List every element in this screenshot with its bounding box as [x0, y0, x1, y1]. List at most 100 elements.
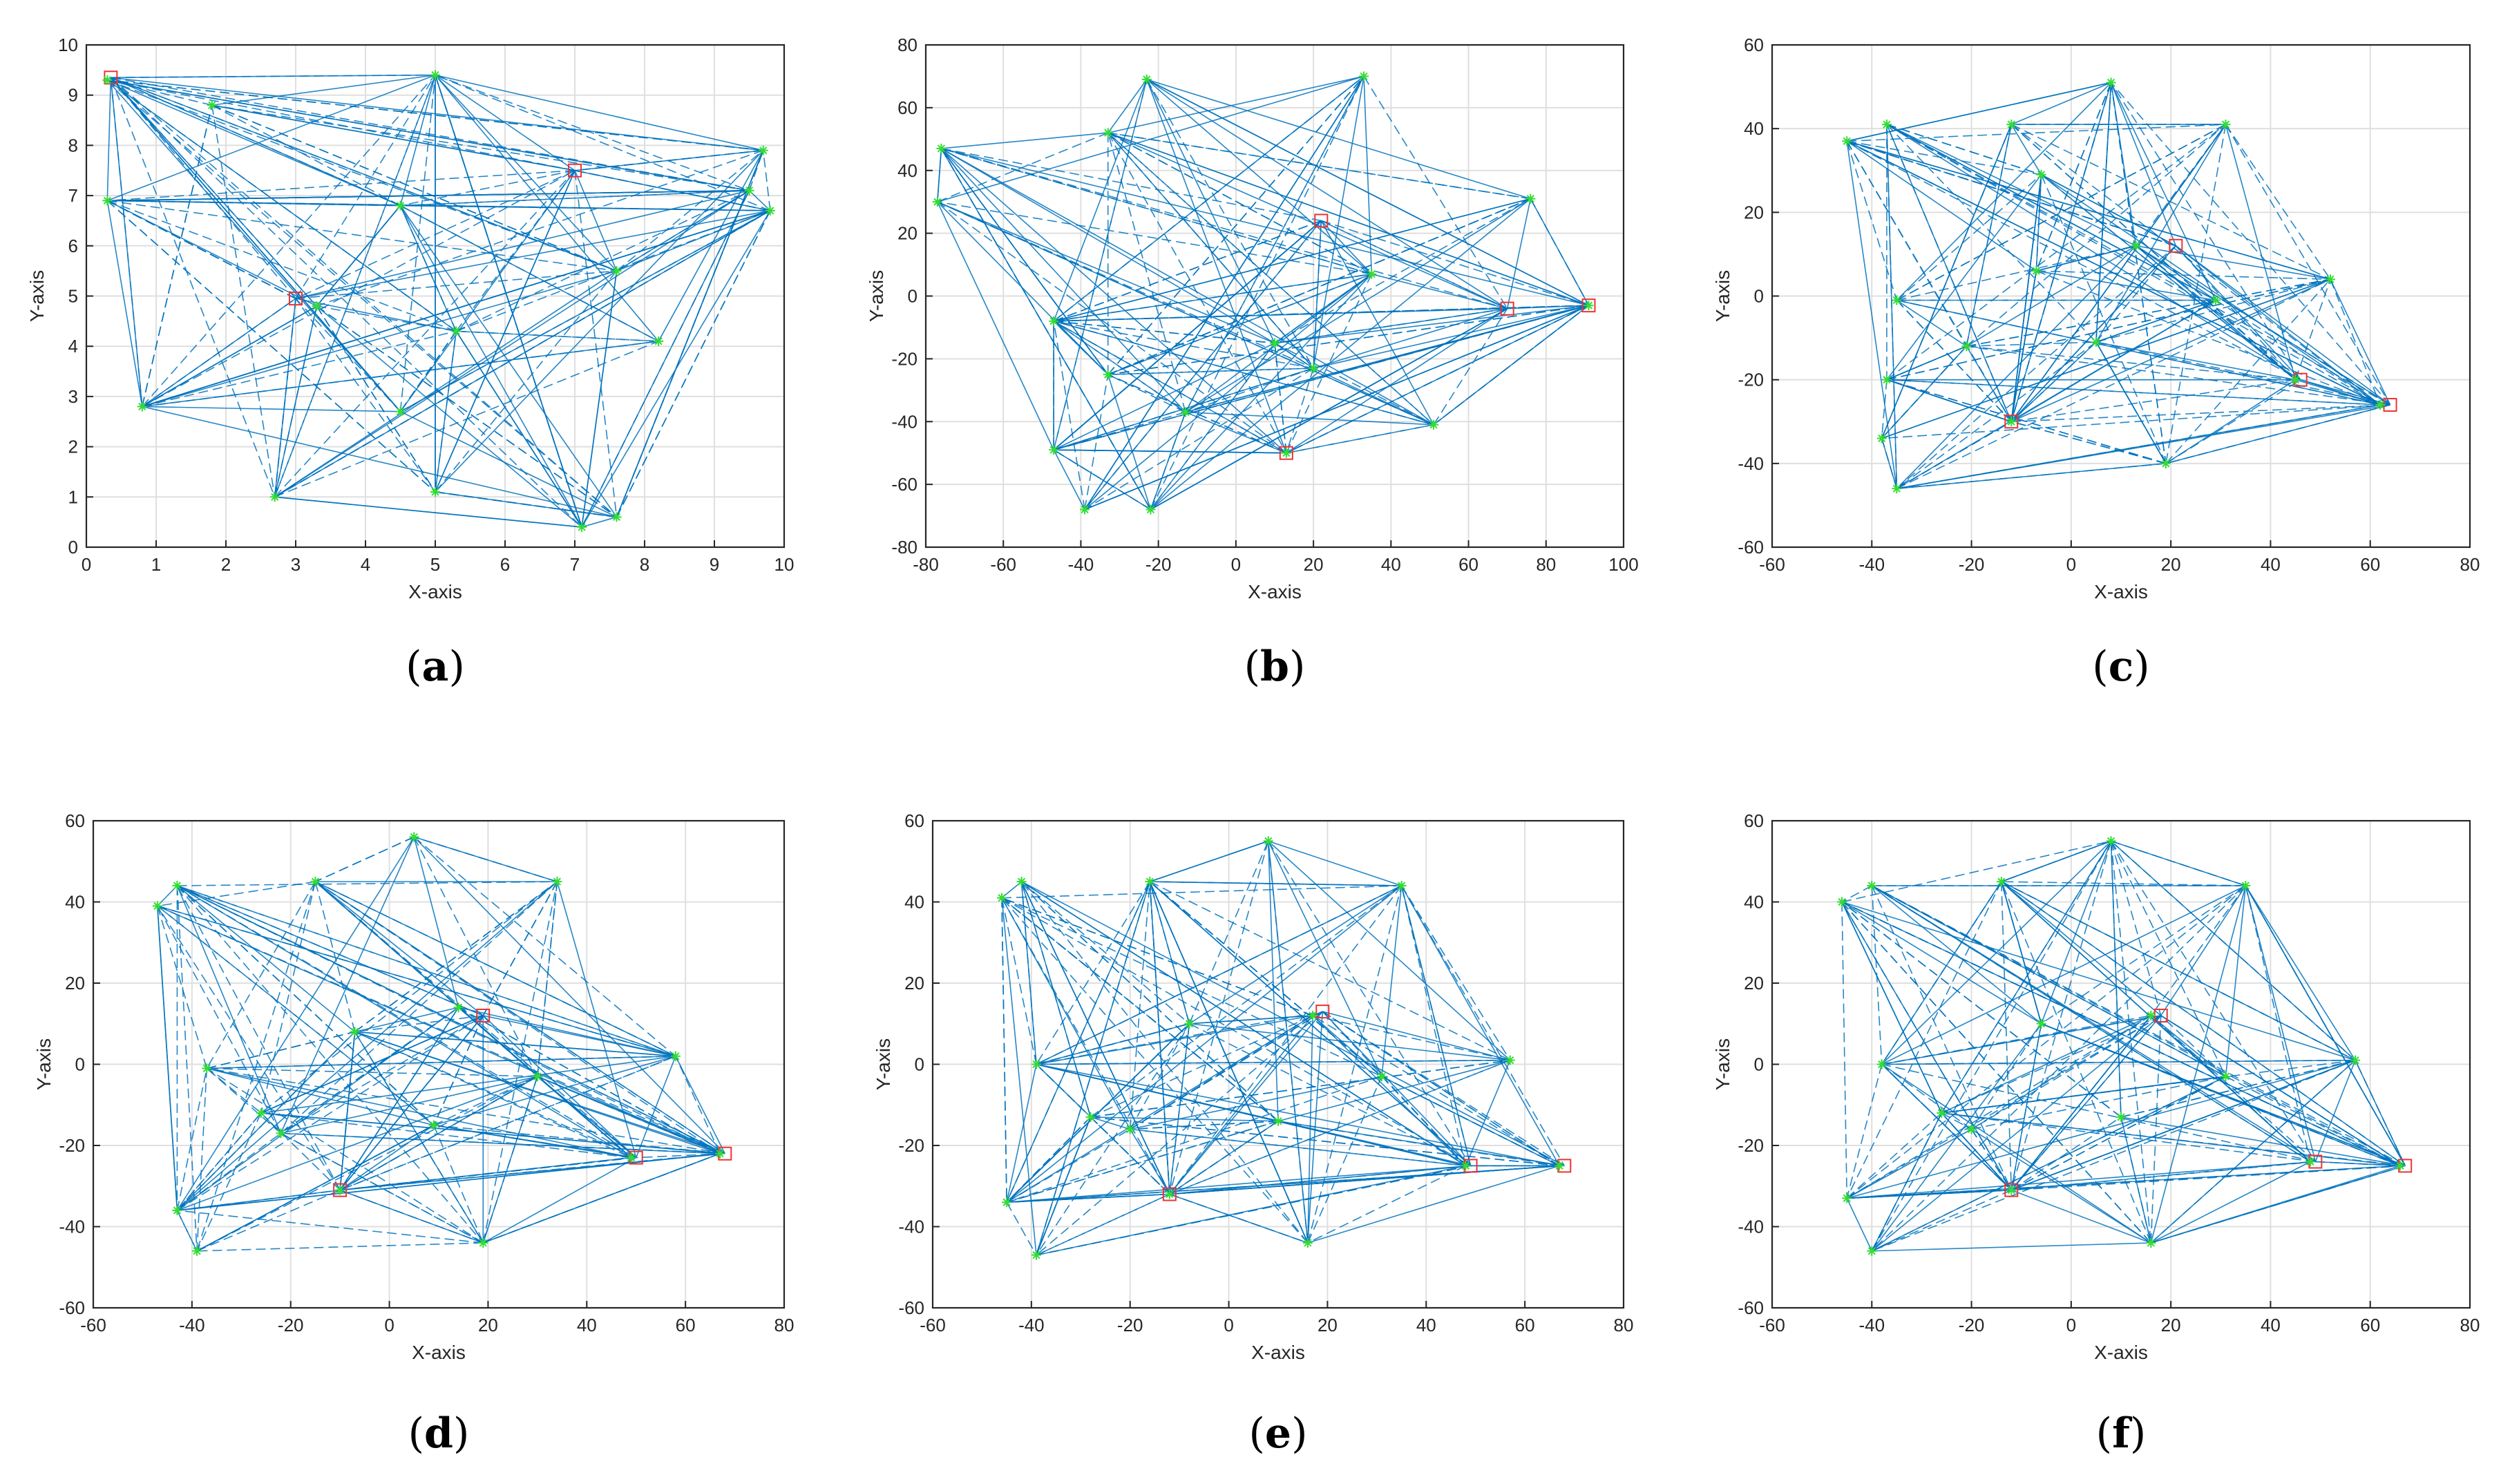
- edge-line: [1841, 840, 2111, 903]
- star-marker: [1842, 136, 1852, 146]
- x-tick-label: 0: [2066, 1315, 2076, 1335]
- edge-line: [1400, 885, 1565, 1166]
- y-axis-label: Y-axis: [33, 1038, 55, 1090]
- edge-line: [1084, 76, 1364, 510]
- edge-line: [196, 1189, 341, 1252]
- star-marker: [932, 197, 942, 207]
- edge-line: [2165, 404, 2390, 464]
- edge-line: [537, 882, 558, 1077]
- edge-line: [177, 1210, 484, 1244]
- x-axis-label: X-axis: [408, 581, 462, 602]
- star-marker: [2375, 400, 2386, 410]
- edge-line: [537, 1076, 721, 1154]
- edge-line: [400, 210, 771, 412]
- edge-line: [2136, 245, 2216, 301]
- edge-line: [260, 881, 316, 1114]
- star-marker: [654, 336, 664, 346]
- edge-line: [1054, 273, 1372, 322]
- edge-line: [1107, 198, 1531, 375]
- edge-line: [196, 1112, 262, 1252]
- edge-line: [400, 204, 659, 342]
- edge-line: [177, 885, 637, 1159]
- edge-line: [196, 1124, 435, 1252]
- star-marker: [1308, 1011, 1318, 1020]
- edge-line: [482, 1076, 538, 1244]
- edge-line: [2010, 124, 2381, 406]
- edge-line: [1381, 885, 1402, 1077]
- edge-line: [433, 1125, 484, 1244]
- y-tick-label: 20: [904, 973, 924, 993]
- edge-line: [207, 1031, 355, 1069]
- edge-line: [1150, 412, 1186, 510]
- edge-line: [1053, 220, 1322, 450]
- star-marker: [102, 75, 113, 85]
- edge-line: [1107, 132, 1589, 306]
- edge-line: [1188, 885, 1402, 1025]
- edge-line: [157, 905, 282, 1134]
- edge-line: [2315, 1161, 2401, 1167]
- edge-line: [482, 1015, 637, 1159]
- x-tick-label: -40: [1068, 554, 1094, 575]
- edge-line: [1020, 882, 1037, 1065]
- y-tick-label: 20: [897, 223, 917, 244]
- edge-line: [280, 1132, 721, 1154]
- edge-line: [937, 201, 1372, 275]
- edge-line: [1107, 79, 1148, 133]
- edge-line: [1871, 1015, 2162, 1252]
- edge-line: [1872, 1242, 2151, 1252]
- x-axis-label: X-axis: [2094, 581, 2148, 602]
- y-tick-label: 40: [1744, 892, 1764, 913]
- edge-line: [1886, 124, 2097, 343]
- y-tick-label: -20: [898, 1135, 924, 1156]
- edge-line: [1090, 1015, 1313, 1118]
- edge-line: [556, 881, 637, 1158]
- edge-line: [1320, 220, 1372, 275]
- edge-line: [1433, 308, 1508, 426]
- edge-line: [274, 298, 296, 497]
- edge-line: [1146, 79, 1531, 200]
- star-marker: [1309, 363, 1319, 374]
- edge-line: [1881, 885, 2246, 1065]
- edge-line: [1090, 1059, 1510, 1118]
- edge-line: [1886, 124, 2136, 247]
- edge-line: [110, 77, 296, 299]
- y-tick-label: -60: [898, 1297, 924, 1318]
- panel-label: (f): [2096, 1409, 2147, 1458]
- y-tick-label: 8: [68, 135, 78, 155]
- edge-line: [280, 1015, 484, 1134]
- edge-line: [1941, 1112, 2012, 1191]
- edge-line: [1268, 840, 1402, 886]
- edge-line: [1036, 881, 1151, 1255]
- edge-line: [1107, 132, 1287, 454]
- edge-line: [399, 75, 436, 206]
- star-marker: [670, 1051, 681, 1061]
- edge-line: [1021, 881, 1565, 1167]
- star-marker: [532, 1072, 542, 1082]
- edge-line: [616, 190, 750, 272]
- edge-line: [316, 149, 763, 307]
- star-marker: [1396, 881, 1407, 891]
- y-tick-label: -20: [1738, 1135, 1764, 1156]
- edge-line: [2175, 245, 2381, 406]
- square-marker: [289, 292, 303, 306]
- x-tick-label: 40: [1416, 1315, 1436, 1335]
- x-tick-label: 40: [2261, 554, 2281, 575]
- y-tick-label: 3: [68, 386, 78, 407]
- edge-line: [142, 210, 771, 408]
- edge-line: [1846, 140, 2301, 381]
- star-marker: [192, 1246, 202, 1256]
- star-marker: [395, 200, 406, 211]
- edge-line: [1970, 1129, 2012, 1191]
- edge-line: [1286, 424, 1434, 454]
- x-tick-label: -40: [1858, 1315, 1885, 1335]
- edge-line: [2136, 245, 2296, 381]
- edge-line: [1001, 897, 1471, 1167]
- edge-line: [1871, 885, 2042, 1025]
- edge-line: [207, 1067, 538, 1077]
- edge-line: [1871, 885, 2246, 1252]
- edge-line: [1169, 1165, 1560, 1195]
- edge-line: [1107, 305, 1589, 375]
- star-marker: [1554, 1161, 1565, 1171]
- edge-line: [177, 885, 725, 1154]
- edge-line: [937, 132, 1109, 202]
